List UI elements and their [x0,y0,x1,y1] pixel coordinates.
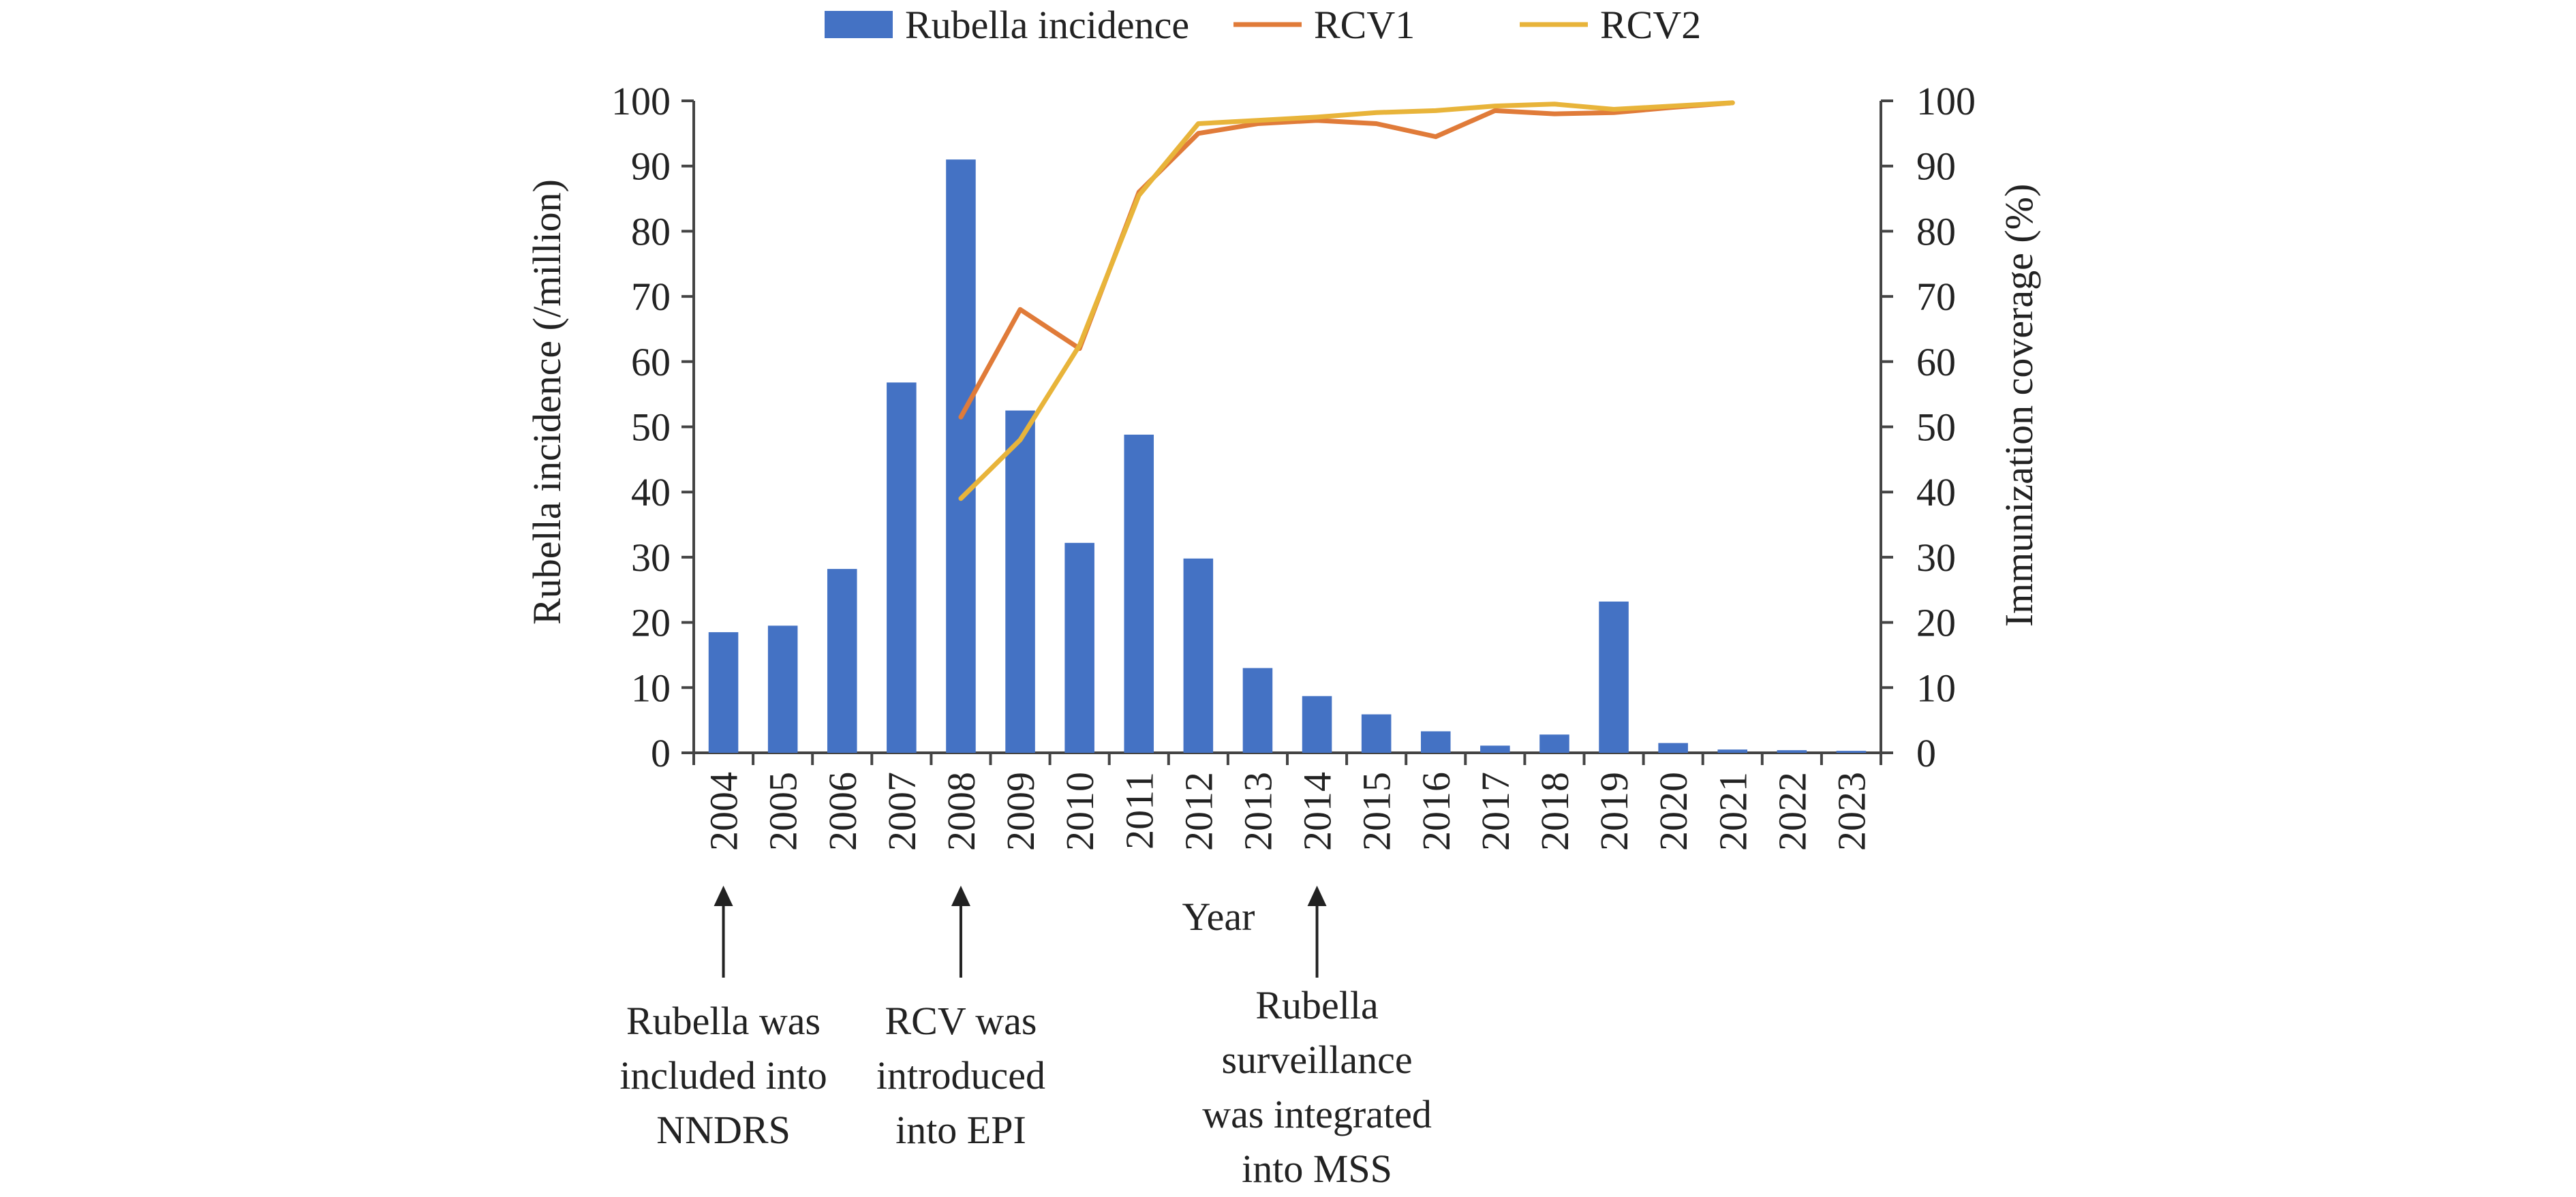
y-tick-label-right: 70 [1916,275,1956,319]
bar-2010 [1064,542,1094,753]
y-tick-label-left: 10 [631,666,671,710]
annotation-arrowhead-2008 [951,886,970,906]
y-tick-label-right: 90 [1916,144,1956,189]
bar-2023 [1836,751,1867,753]
annotation-text-2014: Rubella [1255,983,1378,1027]
y-tick-label-left: 30 [631,535,671,580]
x-tick-label: 2021 [1711,772,1755,851]
x-tick-label: 2015 [1355,772,1399,851]
bar-2020 [1658,743,1688,753]
y-tick-label-right: 10 [1916,666,1956,710]
y-tick-label-left: 40 [631,470,671,514]
x-tick-label: 2012 [1176,772,1221,851]
y-tick-label-left: 90 [631,144,671,189]
bar-2013 [1242,668,1273,753]
x-tick-label: 2020 [1651,772,1696,851]
y-tick-label-left: 20 [631,601,671,645]
x-tick-label: 2022 [1770,772,1814,851]
bar-2007 [887,382,917,753]
x-tick-label: 2008 [939,772,983,851]
y-tick-label-left: 80 [631,209,671,253]
bar-2006 [827,569,857,753]
annotation-text-2008: into EPI [895,1108,1026,1152]
y-tick-label-left: 100 [611,79,671,123]
annotation-text-2014: was integrated [1202,1092,1432,1136]
bar-2021 [1717,749,1748,753]
y-tick-label-right: 60 [1916,340,1956,384]
x-tick-label: 2017 [1473,772,1518,851]
bar-2008 [946,159,976,753]
bar-2015 [1361,714,1392,753]
x-tick-label: 2004 [702,772,746,851]
x-tick-label: 2006 [821,772,865,851]
legend-label-2: RCV2 [1600,3,1701,47]
line-rcv1 [958,100,1735,420]
y-tick-label-right: 40 [1916,470,1956,514]
bar-2022 [1777,750,1807,753]
bar-2019 [1599,601,1629,753]
y-tick-label-right: 100 [1916,79,1976,123]
annotation-text-2008: RCV was [885,999,1037,1043]
y-tick-label-right: 50 [1916,405,1956,450]
x-tick-label: 2014 [1295,772,1340,851]
y-tick-label-right: 80 [1916,209,1956,253]
y-tick-label-right: 30 [1916,535,1956,580]
x-tick-label: 2018 [1533,772,1577,851]
y-tick-label-left: 70 [631,275,671,319]
y-axis-title-right: Immunization coverage (%) [1997,184,2041,627]
x-tick-label: 2010 [1058,772,1102,851]
y-tick-label-right: 0 [1916,731,1936,775]
x-tick-label: 2005 [761,772,806,851]
annotation-text-2004: included into [619,1053,827,1098]
y-tick-label-right: 20 [1916,601,1956,645]
x-tick-label: 2011 [1117,772,1161,850]
x-axis-title: Year [1182,895,1255,939]
annotations-group: Rubella was included into NNDRS RCV was intr… [619,886,1432,1191]
bars-group [708,159,1867,753]
y-tick-label-left: 0 [651,731,671,775]
line-rcv2 [958,100,1735,501]
y-axis-title-left: Rubella incidence (/million) [525,179,569,625]
bar-2018 [1539,734,1569,753]
bar-2014 [1302,696,1332,753]
annotation-text-2014: into MSS [1242,1147,1392,1191]
legend: Rubella incidence RCV1 RCV2 [825,3,1701,47]
bar-2005 [767,625,798,753]
y-tick-label-left: 60 [631,340,671,384]
x-tick-label: 2009 [998,772,1043,851]
annotation-text-2014: surveillance [1221,1038,1412,1082]
y-tick-label-left: 50 [631,405,671,450]
legend-swatch-0 [825,11,893,38]
bar-2009 [1005,410,1035,753]
bar-2012 [1183,558,1214,753]
annotation-text-2004: Rubella was [626,999,821,1043]
bar-2011 [1124,434,1154,753]
bar-2016 [1420,731,1451,753]
legend-label-1: RCV1 [1314,3,1415,47]
x-tick-label: 2016 [1414,772,1458,851]
annotation-arrowhead-2014 [1307,886,1327,906]
lines-group [958,100,1735,501]
x-tick-label: 2019 [1592,772,1636,851]
x-tick-label: 2023 [1829,772,1873,851]
annotation-text-2008: introduced [876,1053,1045,1098]
annotation-text-2004: NNDRS [656,1108,791,1152]
x-tick-label: 2007 [880,772,924,851]
bar-2004 [708,632,739,753]
annotation-arrowhead-2004 [714,886,733,906]
legend-label-0: Rubella incidence [905,3,1189,47]
x-tick-label: 2013 [1236,772,1280,851]
bar-2017 [1480,745,1510,753]
axes-group: 0 10 20 30 40 50 60 70 80 90 100 0 10 20 30 40 50 60 70 80 9… [611,79,1976,851]
